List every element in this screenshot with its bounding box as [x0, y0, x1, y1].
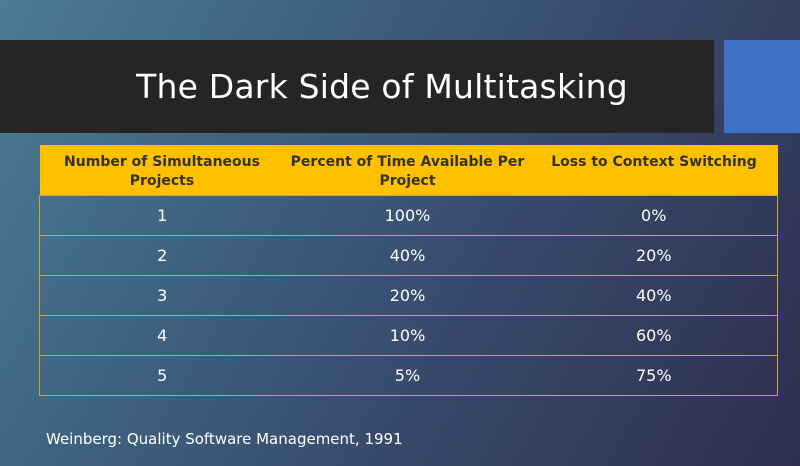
data-table: Number of Simultaneous Projects Percent …	[39, 145, 778, 396]
cell-loss: 20%	[530, 234, 778, 276]
table-row: 1 100% 0%	[39, 194, 778, 236]
cell-projects: 1	[39, 194, 285, 236]
cell-percent-time: 5%	[284, 354, 531, 396]
cell-percent-time: 20%	[284, 274, 531, 316]
cell-loss: 75%	[530, 354, 778, 396]
source-citation: Weinberg: Quality Software Management, 1…	[46, 430, 403, 448]
table-row: 2 40% 20%	[39, 234, 778, 276]
cell-loss: 0%	[530, 194, 778, 236]
cell-percent-time: 100%	[284, 194, 531, 236]
cell-percent-time: 10%	[284, 314, 531, 356]
table-row: 4 10% 60%	[39, 314, 778, 356]
cell-loss: 60%	[530, 314, 778, 356]
title-bar: The Dark Side of Multitasking	[0, 40, 714, 133]
cell-projects: 3	[39, 274, 285, 316]
header-loss-context-switching: Loss to Context Switching	[530, 145, 778, 195]
cell-projects: 5	[39, 354, 285, 396]
cell-percent-time: 40%	[284, 234, 531, 276]
header-simultaneous-projects: Number of Simultaneous Projects	[39, 145, 285, 195]
table-row: 3 20% 40%	[39, 274, 778, 316]
header-percent-time-available: Percent of Time Available Per Project	[284, 145, 531, 195]
slide-title: The Dark Side of Multitasking	[136, 67, 628, 106]
table-header-row: Number of Simultaneous Projects Percent …	[39, 145, 778, 195]
table-row: 5 5% 75%	[39, 354, 778, 396]
cell-projects: 4	[39, 314, 285, 356]
cell-loss: 40%	[530, 274, 778, 316]
accent-block	[724, 40, 800, 133]
cell-projects: 2	[39, 234, 285, 276]
